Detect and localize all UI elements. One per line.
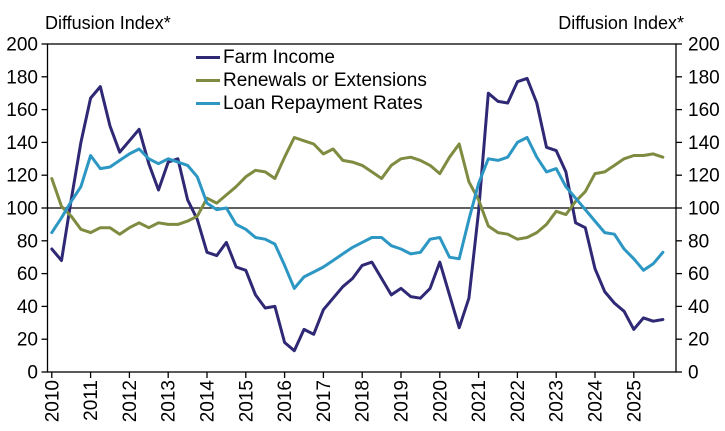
series-line-loan-repayment-rates [50, 136, 665, 290]
y-axis-label-left: 60 [17, 264, 38, 285]
y-axis-label-left: 200 [6, 35, 38, 56]
x-axis-label: 2023 [547, 380, 568, 422]
loan-repayment-line-swatch [196, 101, 220, 106]
legend-label: Farm Income [223, 47, 335, 68]
y-axis-label-right: 120 [688, 166, 720, 187]
x-axis-label: 2015 [236, 380, 257, 422]
y-axis-label-right: 140 [688, 133, 720, 154]
x-axis-label: 2017 [314, 380, 335, 422]
legend: Farm Income Renewals or Extensions Loan … [196, 46, 427, 115]
y-axis-label-right: 160 [688, 100, 720, 121]
y-axis-label-left: 40 [17, 297, 38, 318]
y-axis-label-right: 20 [688, 330, 709, 351]
x-axis-label: 2013 [159, 380, 180, 422]
x-axis-label: 2021 [469, 380, 490, 422]
legend-label: Renewals or Extensions [223, 70, 427, 91]
x-axis-label: 2019 [392, 380, 413, 422]
right-axis-title: Diffusion Index* [558, 13, 684, 33]
left-axis-title: Diffusion Index* [45, 13, 171, 33]
y-axis-label-right: 80 [688, 231, 709, 252]
farm-income-line-swatch [196, 55, 220, 60]
legend-label: Loan Repayment Rates [223, 93, 423, 114]
x-axis-label: 2020 [430, 380, 451, 422]
x-axis-label: 2010 [42, 380, 63, 422]
renewals-line-swatch [196, 78, 220, 83]
y-axis-label-right: 60 [688, 264, 709, 285]
x-axis-label: 2012 [120, 380, 141, 422]
x-axis-label: 2014 [198, 380, 219, 423]
y-axis-label-left: 160 [6, 100, 38, 121]
y-axis-label-right: 100 [688, 199, 720, 220]
y-axis-label-left: 120 [6, 166, 38, 187]
y-axis-label-left: 140 [6, 133, 38, 154]
y-axis-label-left: 100 [6, 199, 38, 220]
x-axis-label: 2011 [81, 380, 102, 421]
legend-item-loan-repayment: Loan Repayment Rates [196, 92, 427, 115]
y-axis-label-left: 20 [17, 330, 38, 351]
y-axis-label-left: 0 [27, 363, 38, 384]
series-line-renewals-or-extensions [50, 136, 665, 241]
y-axis-label-right: 180 [688, 67, 720, 88]
x-axis-label: 2025 [624, 380, 645, 422]
legend-item-farm-income: Farm Income [196, 46, 427, 69]
y-axis-label-right: 40 [688, 297, 709, 318]
x-axis-label: 2016 [275, 380, 296, 422]
y-axis-label-left: 180 [6, 67, 38, 88]
y-axis-label-right: 0 [688, 363, 699, 384]
y-axis-label-left: 80 [17, 231, 38, 252]
x-axis-label: 2024 [586, 380, 607, 423]
y-axis-label-right: 200 [688, 35, 720, 56]
series-line-farm-income [50, 76, 665, 353]
legend-item-renewals: Renewals or Extensions [196, 69, 427, 92]
x-axis-label: 2018 [353, 380, 374, 422]
x-axis-label: 2022 [508, 380, 529, 422]
